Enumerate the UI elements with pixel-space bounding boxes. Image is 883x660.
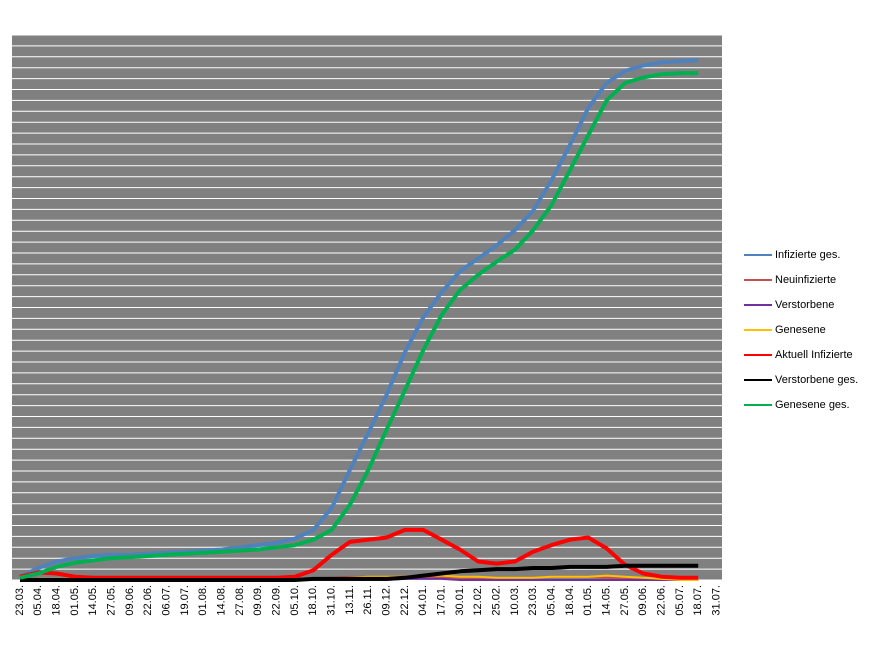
legend-label: Genesene ges. — [775, 399, 850, 411]
series-line — [20, 563, 699, 582]
x-tick-label: 25.02. — [490, 585, 502, 616]
series-line — [19, 527, 699, 580]
legend-label: Genesene — [775, 324, 826, 336]
x-tick-label: 23.03. — [14, 585, 26, 616]
x-tick-label: 27.08. — [234, 585, 246, 616]
x-tick-label: 23.03. — [527, 585, 539, 616]
x-tick-label: 18.07. — [692, 585, 704, 616]
x-tick-label: 31.07. — [710, 585, 722, 616]
legend-label: Verstorbene ges. — [775, 374, 858, 386]
series-line — [19, 58, 699, 579]
x-tick-label: 09.06. — [637, 585, 649, 616]
x-tick-label: 05.07. — [674, 585, 686, 616]
x-tick-label: 05.04. — [545, 585, 557, 616]
x-tick-label: 01.08. — [197, 585, 209, 616]
x-tick-label: 22.06. — [655, 585, 667, 616]
x-tick-label: 10.03. — [509, 585, 521, 616]
x-tick-label: 12.02. — [472, 585, 484, 616]
x-tick-label: 14.08. — [216, 585, 228, 616]
x-tick-label: 13.11. — [344, 585, 356, 615]
x-tick-label: 27.05. — [106, 585, 118, 616]
x-tick-label: 05.04. — [32, 585, 44, 616]
x-tick-label: 09.06. — [124, 585, 136, 616]
x-tick-label: 30.01. — [454, 585, 466, 616]
legend-label: Neuinfizierte — [775, 274, 836, 286]
x-tick-label: 14.05. — [600, 585, 612, 616]
x-tick-label: 22.09. — [271, 585, 283, 616]
x-tick-label: 18.04. — [564, 585, 576, 616]
series-line — [19, 71, 699, 580]
x-tick-label: 04.01. — [417, 585, 429, 616]
x-tick-label: 17.01. — [435, 585, 447, 616]
x-tick-label: 31.10. — [326, 585, 338, 616]
x-tick-label: 27.05. — [619, 585, 631, 616]
x-tick-label: 18.04. — [51, 585, 63, 616]
x-tick-label: 19.07. — [179, 585, 191, 616]
x-tick-label: 14.05. — [87, 585, 99, 616]
x-tick-label: 22.06. — [142, 585, 154, 616]
x-tick-label: 01.05. — [69, 585, 81, 616]
legend-label: Aktuell Infizierte — [775, 349, 853, 361]
legend-label: Verstorbene — [775, 299, 834, 311]
x-tick-label: 26.11. — [362, 585, 374, 615]
x-tick-label: 05.10. — [289, 585, 301, 616]
x-tick-label: 09.12. — [381, 585, 393, 616]
x-tick-label: 09.09. — [252, 585, 264, 616]
x-tick-label: 18.10. — [307, 585, 319, 616]
x-tick-label: 22.12. — [399, 585, 411, 616]
legend-label: Infizierte ges. — [775, 249, 840, 261]
x-tick-label: 01.05. — [582, 585, 594, 616]
x-tick-label: 06.07. — [161, 585, 173, 616]
